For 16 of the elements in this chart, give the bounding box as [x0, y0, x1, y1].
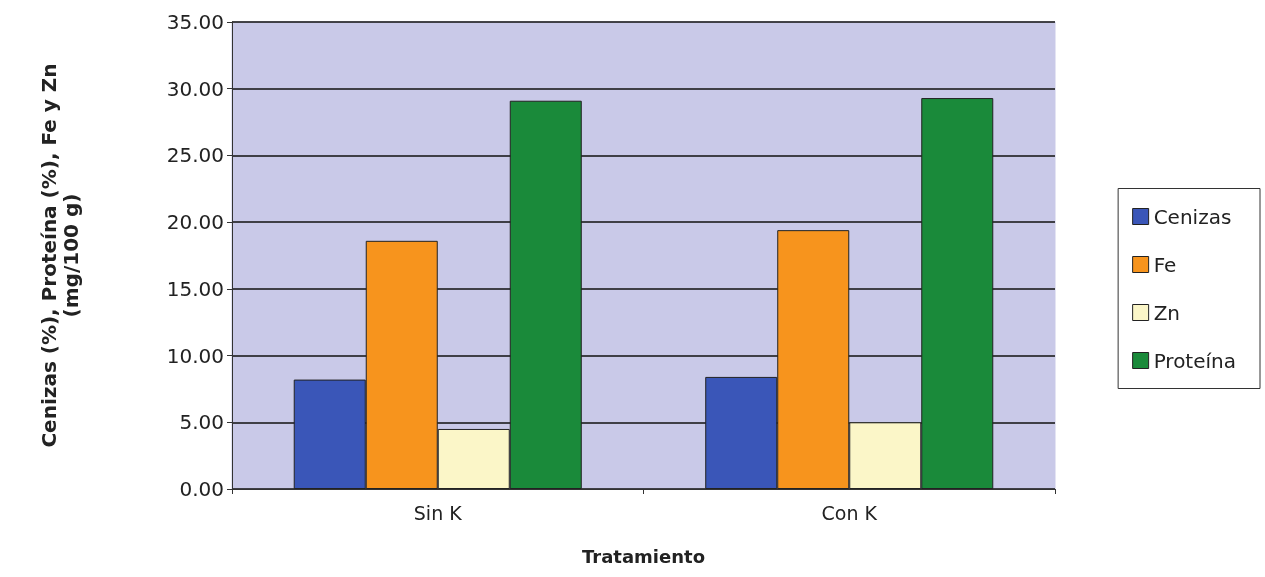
y-tick-label: 20.00 — [166, 210, 224, 235]
y-tick-label: 10.00 — [166, 343, 224, 368]
legend-label: Zn — [1153, 300, 1181, 325]
y-tick-label: 0.00 — [179, 477, 224, 501]
x-axis-title: Tratamiento — [582, 545, 705, 567]
y-axis-title: Cenizas (%), Proteína (%), Fe y Zn (mg/100 g) — [37, 63, 83, 448]
x-tick-label: Sin K — [413, 501, 463, 524]
legend-label: Fe — [1153, 252, 1177, 277]
y-tick-label: 15.00 — [166, 276, 224, 301]
y-tick-label: 25.00 — [166, 143, 224, 168]
x-tick-label: Con K — [821, 501, 878, 524]
legend-label: Proteína — [1153, 348, 1237, 373]
legend-label: Cenizas — [1153, 204, 1232, 229]
y-tick-label: 35.00 — [166, 10, 224, 34]
y-tick-label: 5.00 — [179, 410, 224, 435]
y-tick-label: 30.00 — [166, 76, 224, 101]
